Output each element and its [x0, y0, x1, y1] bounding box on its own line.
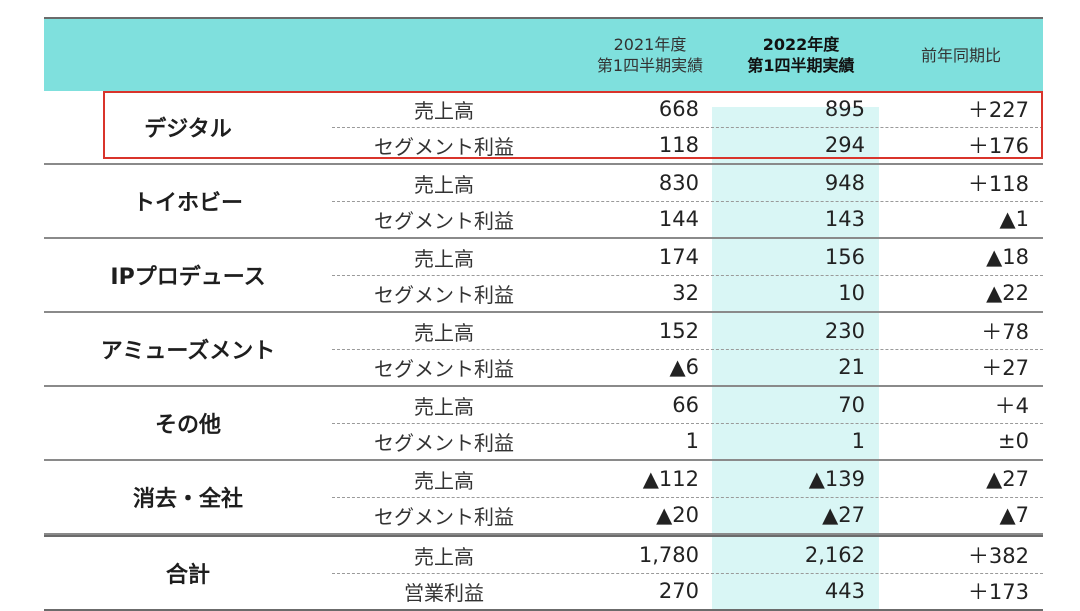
value-yoy: ＋78	[981, 320, 1029, 344]
segment-group: IPプロデュース 売上高 174 156 ▲18 セグメント利益 32 10 ▲22	[44, 239, 1043, 313]
table-row: セグメント利益 ▲20 ▲27 ▲7	[332, 497, 1043, 533]
table-row: 売上高 ▲112 ▲139 ▲27	[332, 461, 1043, 498]
value-current-year: 294	[824, 133, 865, 157]
table-row: 売上高 1,780 2,162 ＋382	[332, 537, 1043, 574]
value-current-year: ▲139	[808, 467, 865, 491]
value-yoy: ▲1	[999, 207, 1029, 231]
value-prev-year: 270	[658, 579, 699, 603]
value-current-year: 230	[824, 319, 865, 343]
row-label: 売上高	[414, 246, 474, 271]
segment-name: IPプロデュース	[110, 265, 266, 290]
value-prev-year: 32	[672, 281, 699, 305]
value-yoy: ＋27	[981, 356, 1029, 380]
value-prev-year: 1	[685, 429, 699, 453]
value-prev-year: 152	[658, 319, 699, 343]
value-prev-year: 668	[658, 97, 699, 121]
value-current-year: 10	[838, 281, 865, 305]
value-yoy: ＋227	[967, 98, 1029, 122]
value-prev-year: 174	[658, 245, 699, 269]
table-row: セグメント利益 32 10 ▲22	[332, 275, 1043, 311]
table-header: 2021年度 第1四半期実績 2022年度 第1四半期実績 前年同期比	[44, 17, 1043, 91]
value-prev-year: ▲112	[642, 467, 699, 491]
row-label: セグメント利益	[374, 282, 514, 307]
segment-name: デジタル	[144, 117, 232, 142]
row-label: 売上高	[414, 544, 474, 569]
value-current-year: 1	[851, 429, 865, 453]
value-prev-year: 830	[658, 171, 699, 195]
row-label: セグメント利益	[374, 208, 514, 233]
value-prev-year: ▲6	[669, 355, 699, 379]
value-current-year: 70	[838, 393, 865, 417]
header-yoy-label: 前年同期比	[920, 45, 1001, 65]
value-current-year: 21	[838, 355, 865, 379]
table-row: 売上高 66 70 ＋4	[332, 387, 1043, 424]
table-row: セグメント利益 118 294 ＋176	[332, 127, 1043, 163]
value-yoy: ▲18	[986, 245, 1029, 269]
value-current-year: ▲27	[822, 503, 865, 527]
table-row: セグメント利益 144 143 ▲1	[332, 201, 1043, 237]
value-yoy: ±0	[998, 429, 1029, 453]
segment-group: その他 売上高 66 70 ＋4 セグメント利益 1 1 ±0	[44, 387, 1043, 461]
value-current-year: 156	[824, 245, 865, 269]
value-yoy: ＋118	[967, 172, 1029, 196]
table-body: デジタル 売上高 668 895 ＋227 セグメント利益 118 294 ＋176 トイホビー売…	[44, 91, 1043, 611]
table-row: セグメント利益 ▲6 21 ＋27	[332, 349, 1043, 385]
segment-name: トイホビー	[132, 191, 243, 216]
value-yoy: ＋176	[967, 134, 1029, 158]
value-yoy: ▲7	[999, 503, 1029, 527]
table-row: 売上高 830 948 ＋118	[332, 165, 1043, 202]
header-yoy: 前年同期比	[879, 19, 1043, 91]
value-current-year: 143	[824, 207, 865, 231]
segment-group: アミューズメント 売上高 152 230 ＋78 セグメント利益 ▲6 21 ＋27	[44, 313, 1043, 387]
header-prev-year: 2021年度 第1四半期実績	[565, 19, 735, 91]
header-cur-line2: 第1四半期実績	[747, 56, 855, 75]
segment-results-table: 2021年度 第1四半期実績 2022年度 第1四半期実績 前年同期比 デジタル…	[44, 17, 1043, 611]
row-label: セグメント利益	[374, 134, 514, 159]
row-label: 売上高	[414, 172, 474, 197]
header-prev-line1: 2021年度	[613, 35, 687, 54]
segment-group: デジタル 売上高 668 895 ＋227 セグメント利益 118 294 ＋176	[44, 91, 1043, 165]
value-prev-year: 1,780	[638, 543, 699, 567]
header-prev-line2: 第1四半期実績	[596, 56, 704, 75]
value-prev-year: 144	[658, 207, 699, 231]
value-current-year: 443	[824, 579, 865, 603]
row-label: セグメント利益	[374, 430, 514, 455]
segment-group: トイホビー 売上高 830 948 ＋118 セグメント利益 144 143 ▲1	[44, 165, 1043, 239]
segment-name: その他	[154, 413, 221, 438]
value-current-year: 895	[824, 97, 865, 121]
table-row: 営業利益 270 443 ＋173	[332, 573, 1043, 609]
value-prev-year: ▲20	[656, 503, 699, 527]
row-label: 売上高	[414, 320, 474, 345]
table-row: 売上高 152 230 ＋78	[332, 313, 1043, 350]
table-row: 売上高 174 156 ▲18	[332, 239, 1043, 276]
row-label: セグメント利益	[374, 356, 514, 381]
value-yoy: ▲27	[986, 467, 1029, 491]
header-cur-line1: 2022年度	[762, 35, 840, 54]
header-current-year: 2022年度 第1四半期実績	[716, 19, 886, 91]
table-row: 売上高 668 895 ＋227	[332, 91, 1043, 128]
row-label: 売上高	[414, 468, 474, 493]
row-label: 売上高	[414, 98, 474, 123]
segment-group: 合計 売上高 1,780 2,162 ＋382 営業利益 270 443 ＋173	[44, 535, 1043, 611]
value-yoy: ＋382	[967, 544, 1029, 568]
value-yoy: ＋4	[994, 394, 1029, 418]
value-current-year: 2,162	[804, 543, 865, 567]
segment-group: 消去・全社 売上高 ▲112 ▲139 ▲27 セグメント利益 ▲20 ▲27 ▲7	[44, 461, 1043, 535]
segment-name: 合計	[165, 563, 210, 588]
row-label: 営業利益	[404, 580, 484, 605]
value-prev-year: 118	[658, 133, 699, 157]
current-year-highlight-column	[712, 107, 879, 611]
segment-name: 消去・全社	[132, 487, 243, 512]
value-yoy: ▲22	[986, 281, 1029, 305]
row-label: 売上高	[414, 394, 474, 419]
row-label: セグメント利益	[374, 504, 514, 529]
segment-name: アミューズメント	[100, 339, 276, 364]
value-yoy: ＋173	[967, 580, 1029, 604]
value-prev-year: 66	[672, 393, 699, 417]
table-row: セグメント利益 1 1 ±0	[332, 423, 1043, 459]
value-current-year: 948	[824, 171, 865, 195]
